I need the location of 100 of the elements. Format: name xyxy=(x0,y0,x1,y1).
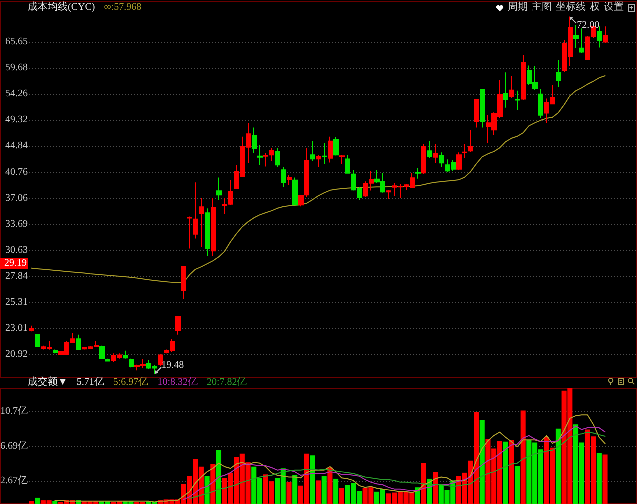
candlestick xyxy=(35,334,40,348)
bar xyxy=(421,463,426,504)
y-tick-label: 23.01 xyxy=(6,323,28,334)
candlestick xyxy=(275,148,280,168)
candlestick xyxy=(205,208,210,257)
legend-title: 成本均线(CYC) xyxy=(28,2,96,13)
candlestick xyxy=(281,166,286,188)
y-tick-label: 44.84 xyxy=(6,140,28,152)
bar xyxy=(29,501,34,504)
bar xyxy=(35,498,40,504)
y-tick-label: 6.69亿 xyxy=(0,440,28,452)
y-tick-label: 40.76 xyxy=(6,166,28,178)
chart-title: 成交额▼ xyxy=(28,377,68,388)
candlestick xyxy=(421,144,426,175)
candlestick xyxy=(433,144,438,164)
candlestick xyxy=(579,28,584,54)
line-series xyxy=(31,76,606,284)
candlestick xyxy=(252,127,257,154)
bar xyxy=(596,453,602,504)
bar xyxy=(520,410,526,504)
annotation: 主图 xyxy=(532,2,552,13)
text: 19.48 xyxy=(162,360,184,372)
annotation: 坐标线 xyxy=(556,2,586,13)
candlestick xyxy=(515,90,520,110)
annotation: 权 xyxy=(590,2,600,13)
candlestick xyxy=(538,88,543,119)
candlestick xyxy=(316,154,321,168)
bar xyxy=(328,468,333,504)
candlestick xyxy=(292,177,298,206)
bar xyxy=(310,456,316,504)
y-tick-label: 59.68 xyxy=(6,62,28,74)
y-tick-label: 2.67亿 xyxy=(0,475,28,486)
candlestick xyxy=(328,136,333,164)
annotation: 29.19 xyxy=(0,258,28,270)
text: ∞:57.968 xyxy=(104,2,142,13)
candlestick xyxy=(573,24,579,49)
candlestick xyxy=(333,136,339,156)
bar xyxy=(334,478,339,504)
text: 10:8.32亿 xyxy=(158,377,198,388)
candlestick xyxy=(556,60,561,88)
candlestick xyxy=(187,216,192,250)
candlestick xyxy=(503,72,508,108)
y-tick-label: 30.63 xyxy=(6,244,28,256)
bar xyxy=(509,440,514,504)
bar xyxy=(322,476,327,504)
candlestick xyxy=(322,142,327,165)
y-tick-label: 37.06 xyxy=(6,192,28,204)
candlestick xyxy=(427,140,432,159)
candlestick xyxy=(257,144,263,166)
y-tick-label: 10.7亿 xyxy=(0,406,28,418)
bar xyxy=(52,501,58,504)
annotation: 周期 xyxy=(508,2,528,13)
candlestick xyxy=(462,144,467,159)
candlestick xyxy=(521,54,526,101)
candlestick xyxy=(468,130,473,153)
bar xyxy=(316,480,322,504)
bar xyxy=(286,482,292,504)
y-tick-label: 33.69 xyxy=(6,218,28,230)
bar xyxy=(204,476,210,504)
annotation: 设置 xyxy=(604,2,624,13)
bar xyxy=(602,454,608,504)
candlestick xyxy=(345,154,350,174)
bar xyxy=(503,442,508,504)
line-series xyxy=(54,414,606,503)
text: 5:6.97亿 xyxy=(113,377,149,388)
candlestick xyxy=(439,152,444,168)
candlestick xyxy=(175,315,181,336)
candlestick xyxy=(386,190,391,200)
candlestick xyxy=(263,152,268,168)
candlestick xyxy=(199,198,204,248)
candlestick xyxy=(474,98,479,128)
bar xyxy=(514,466,520,504)
candlestick xyxy=(509,76,514,99)
y-tick-label: 54.26 xyxy=(6,88,28,100)
bar xyxy=(210,464,216,504)
candlestick xyxy=(29,325,34,332)
bar xyxy=(433,472,438,504)
y-tick-label: 20.92 xyxy=(6,349,28,360)
candlestick xyxy=(287,174,292,186)
y-tick-label: 65.65 xyxy=(6,36,28,48)
text: 20:7.82亿 xyxy=(206,377,248,388)
candlestick xyxy=(123,350,128,360)
candlestick xyxy=(339,154,345,165)
text: 72.00 xyxy=(577,20,600,31)
bar xyxy=(216,450,222,504)
candlestick xyxy=(269,148,274,162)
chart-subtitle: 5.71亿 xyxy=(76,377,104,388)
candlestick xyxy=(181,266,186,300)
candlestick xyxy=(129,358,134,368)
candlestick xyxy=(211,198,216,257)
candlestick xyxy=(193,182,198,240)
candlestick xyxy=(456,152,462,171)
bar xyxy=(292,476,298,504)
candlestick xyxy=(216,177,222,201)
y-tick-label: 25.31 xyxy=(6,297,28,308)
candlestick xyxy=(158,354,163,367)
candlestick xyxy=(603,26,608,44)
y-tick-label: 27.84 xyxy=(6,271,28,282)
bar xyxy=(480,420,485,504)
bar xyxy=(556,428,561,504)
